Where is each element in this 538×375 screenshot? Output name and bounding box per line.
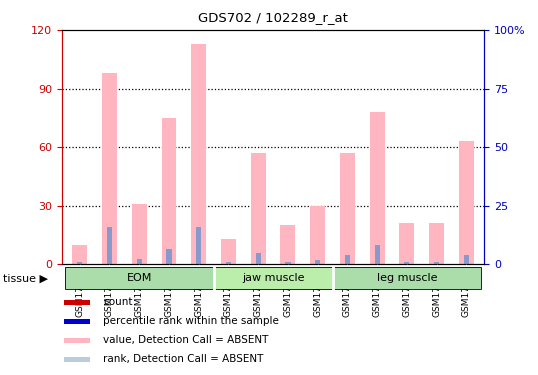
Bar [345, 255, 350, 264]
Bar [459, 141, 474, 264]
Bar [102, 73, 117, 264]
Bar [404, 262, 409, 264]
Text: GSM17210: GSM17210 [462, 268, 471, 317]
Bar [464, 255, 469, 264]
Bar [399, 224, 414, 264]
Bar [64, 338, 90, 343]
Bar [315, 261, 320, 264]
Bar [226, 262, 231, 264]
Bar [280, 225, 295, 264]
Bar [429, 224, 444, 264]
Text: leg muscle: leg muscle [377, 273, 437, 284]
Bar [72, 245, 87, 264]
Bar [132, 204, 147, 264]
Bar [137, 258, 142, 264]
Text: GSM17201: GSM17201 [194, 268, 203, 317]
Bar [64, 357, 90, 362]
Bar [340, 153, 355, 264]
Bar [107, 227, 112, 264]
Bar [251, 153, 266, 264]
Text: GSM17208: GSM17208 [402, 268, 412, 317]
Bar [65, 267, 214, 290]
Bar [256, 253, 261, 264]
Bar [310, 206, 325, 264]
Bar [221, 239, 236, 264]
Text: value, Detection Call = ABSENT: value, Detection Call = ABSENT [103, 335, 268, 345]
Bar [191, 44, 206, 264]
Text: GSM17202: GSM17202 [224, 268, 233, 316]
Bar [214, 267, 332, 290]
Bar [332, 267, 481, 290]
Text: GSM17205: GSM17205 [313, 268, 322, 317]
Text: GSM17206: GSM17206 [343, 268, 352, 317]
Bar [166, 249, 172, 264]
Text: GSM17199: GSM17199 [134, 268, 144, 317]
Text: percentile rank within the sample: percentile rank within the sample [103, 316, 279, 326]
Text: GSM17207: GSM17207 [373, 268, 381, 317]
Text: GSM17203: GSM17203 [253, 268, 263, 317]
Text: EOM: EOM [126, 273, 152, 284]
Text: tissue ▶: tissue ▶ [3, 273, 48, 284]
Text: GSM17200: GSM17200 [165, 268, 173, 317]
Text: rank, Detection Call = ABSENT: rank, Detection Call = ABSENT [103, 354, 264, 364]
Text: GDS702 / 102289_r_at: GDS702 / 102289_r_at [198, 11, 348, 24]
Bar [374, 245, 380, 264]
Text: count: count [103, 297, 132, 307]
Bar [77, 262, 82, 264]
Text: GSM17209: GSM17209 [432, 268, 441, 317]
Bar [370, 112, 385, 264]
Bar [161, 118, 176, 264]
Bar [64, 300, 90, 305]
Text: jaw muscle: jaw muscle [242, 273, 305, 284]
Text: GSM17204: GSM17204 [284, 268, 293, 316]
Text: GSM17198: GSM17198 [105, 268, 114, 317]
Bar [285, 262, 291, 264]
Text: GSM17197: GSM17197 [75, 268, 84, 317]
Bar [196, 227, 201, 264]
Bar [64, 319, 90, 324]
Bar [434, 262, 439, 264]
